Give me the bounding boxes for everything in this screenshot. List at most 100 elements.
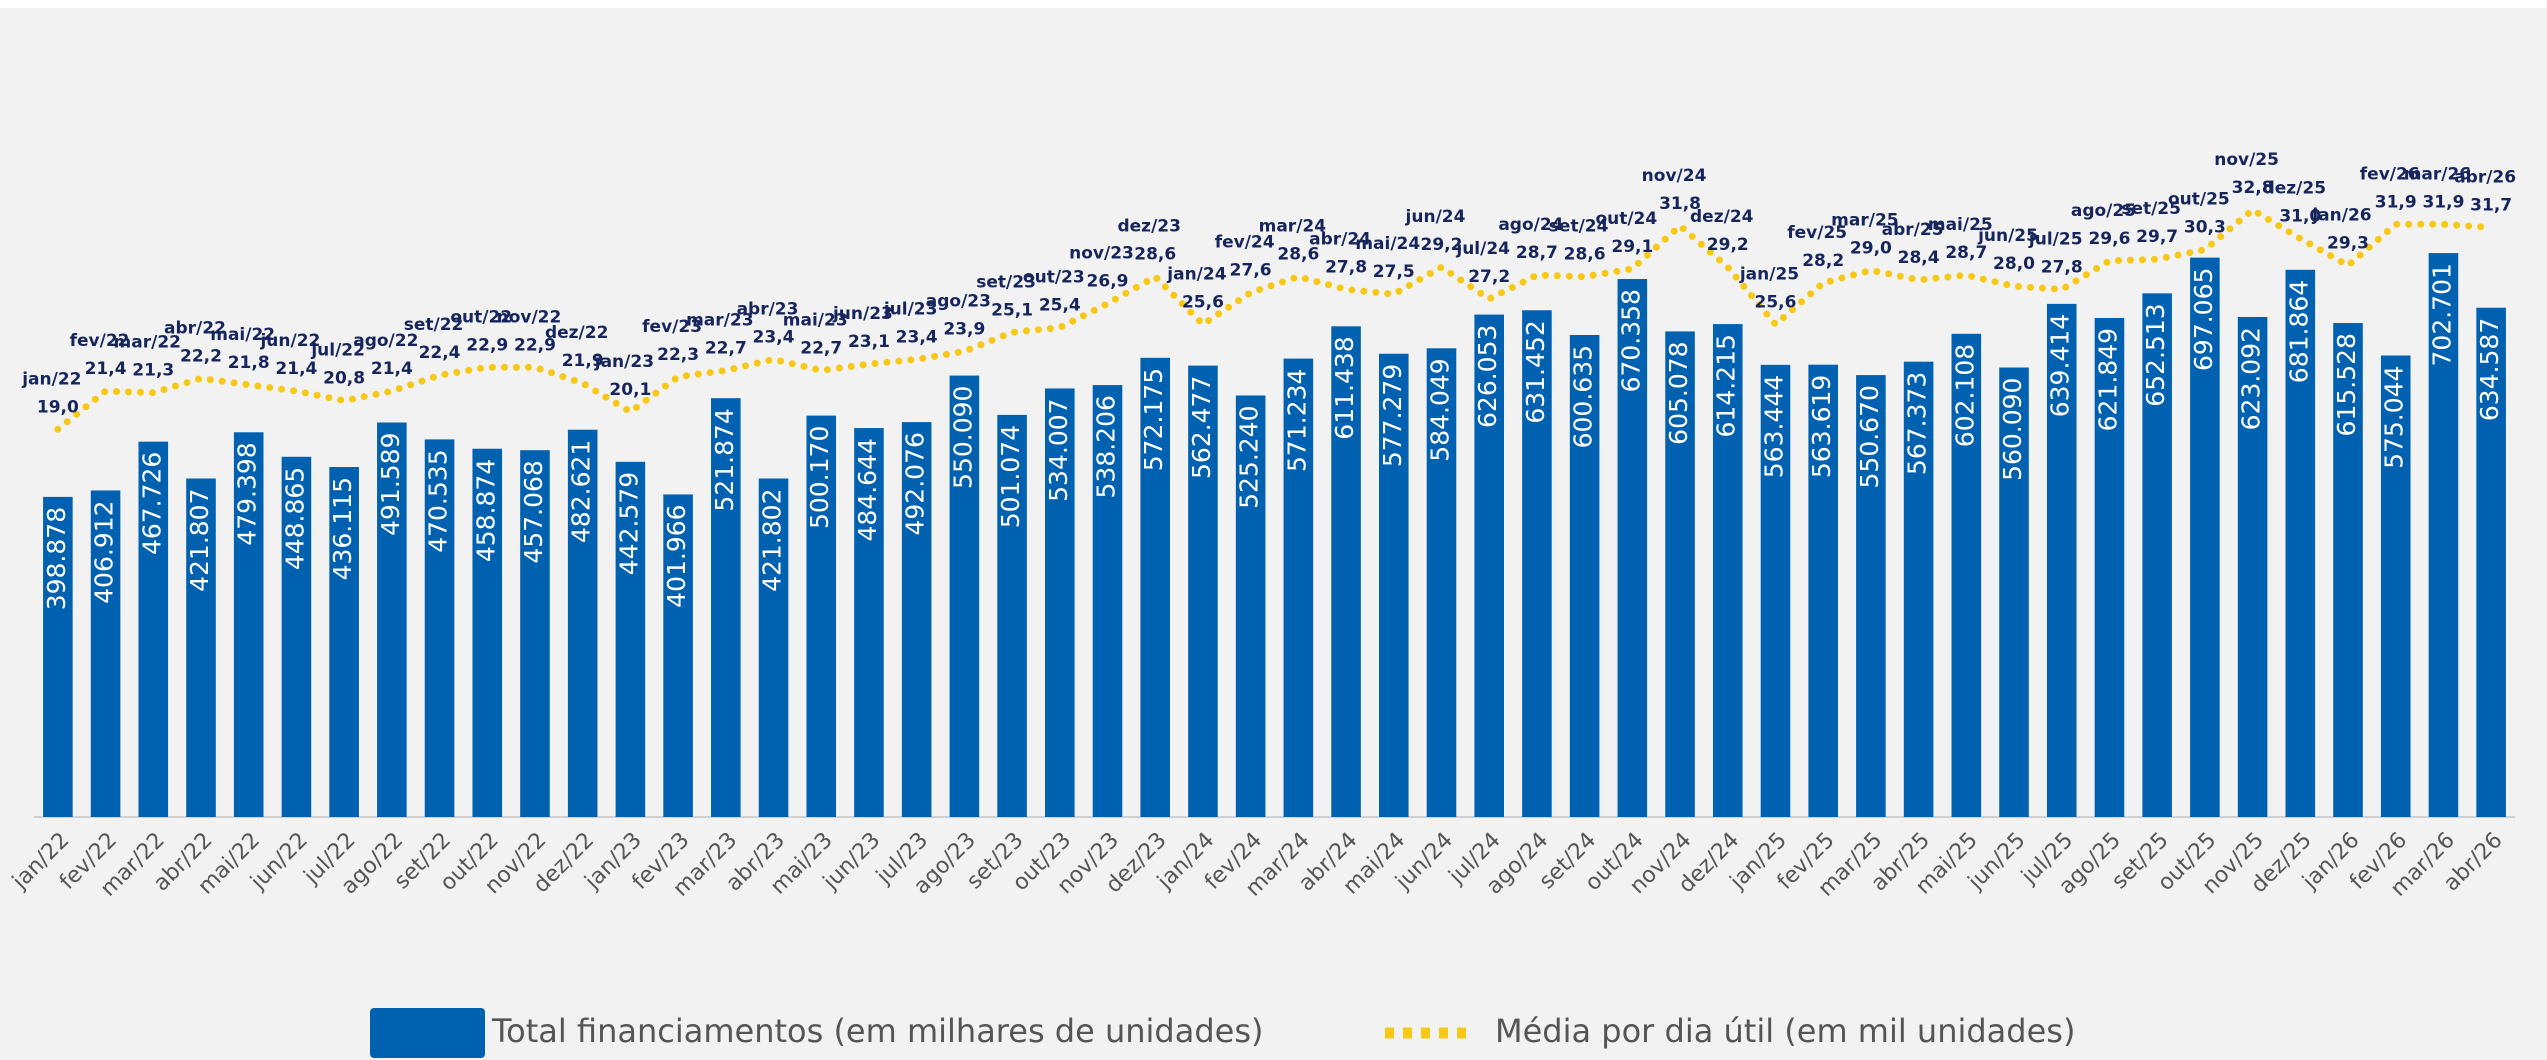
bar-value-label: 521.874	[710, 408, 739, 511]
line-point-label: mar/25	[1831, 210, 1898, 230]
line-value-label: 21,4	[371, 359, 413, 379]
line-value-label: 30,3	[2184, 218, 2226, 238]
line-value-label: 25,6	[1182, 292, 1224, 312]
bar-value-label: 448.865	[280, 467, 309, 570]
bar-value-label: 572.175	[1139, 368, 1168, 471]
line-value-label: 27,8	[2041, 257, 2083, 277]
line-point-label: set/25	[2121, 199, 2181, 219]
bar	[43, 496, 73, 817]
line-value-label: 22,3	[657, 345, 699, 365]
line-point-label: fev/24	[1215, 233, 1275, 253]
line	[54, 205, 2495, 433]
bar	[472, 448, 503, 817]
line-value-label: 31,7	[2470, 195, 2512, 215]
line-point-label: mai/22	[210, 325, 275, 345]
bar-value-label: 571.234	[1282, 369, 1311, 472]
line-value-label: 23,4	[753, 327, 795, 347]
line-point-label: abr/23	[737, 299, 799, 319]
bar	[2285, 269, 2316, 817]
bar	[281, 456, 312, 817]
line-point-label: ago/24	[1498, 215, 1563, 235]
bar	[758, 478, 789, 817]
bar-value-label: 398.878	[42, 507, 71, 610]
bar-value-label: 467.726	[137, 452, 166, 555]
line-point-label: mar/22	[114, 333, 181, 353]
bar	[2380, 355, 2411, 817]
line-value-label: 21,4	[85, 359, 127, 379]
bar	[2142, 293, 2172, 818]
line-value-label: 25,4	[1039, 296, 1081, 316]
line-value-label: 28,2	[1802, 251, 1844, 271]
bar	[1856, 375, 1886, 817]
line-value-label: 21,3	[132, 361, 174, 381]
line-value-label: 22,7	[705, 338, 747, 358]
bar-value-label: 492.076	[901, 432, 930, 535]
line-value-label: 22,7	[800, 338, 842, 358]
line-point-label: fev/23	[642, 317, 702, 337]
line-value-label: 22,9	[514, 335, 556, 355]
bar	[2046, 303, 2077, 818]
line-point-label: jul/23	[883, 299, 938, 319]
bar	[1999, 367, 2029, 817]
bar	[1283, 358, 1314, 817]
line-value-label: 29,2	[1707, 235, 1749, 255]
bar	[1426, 348, 1457, 817]
line-value-label: 28,6	[1134, 245, 1176, 265]
line-value-label: 21,8	[228, 353, 270, 373]
line-point-label: jun/23	[832, 304, 893, 324]
line-point-label: fev/22	[70, 331, 130, 351]
line-point-label: fev/25	[1787, 223, 1847, 243]
bar-value-label: 631.452	[1521, 320, 1550, 423]
bar-value-label: 470.535	[424, 449, 453, 552]
bar	[2428, 253, 2459, 817]
bar-value-label: 501.074	[996, 425, 1025, 528]
line-value-label: 19,0	[37, 397, 79, 417]
bar	[1140, 357, 1171, 817]
bar-value-label: 602.108	[1950, 344, 1979, 447]
bar-value-label: 500.170	[805, 426, 834, 529]
line-value-label: 31,9	[2375, 192, 2417, 212]
line-point-label: mai/25	[1928, 215, 1993, 235]
line-point-label: set/23	[976, 272, 1036, 292]
line-point-label: jun/24	[1405, 207, 1466, 227]
bar-value-label: 615.528	[2332, 333, 2361, 436]
line-value-label: 29,1	[1611, 237, 1653, 257]
line-value-label: 31,8	[1659, 194, 1701, 214]
line-point-label: jan/24	[1166, 264, 1226, 284]
bar	[949, 375, 980, 817]
line-value-label: 28,4	[1898, 248, 1940, 268]
bar-value-label: 584.049	[1425, 358, 1454, 461]
line-point-label: set/22	[404, 315, 464, 335]
bar-value-label: 538.206	[1092, 395, 1121, 498]
bar	[806, 415, 837, 817]
bar	[2237, 316, 2268, 817]
bar-value-label: 457.068	[519, 460, 548, 563]
line-point-label: dez/25	[2263, 179, 2326, 199]
line-value-label: 27,6	[1230, 261, 1272, 281]
line-value-label: 28,0	[1993, 254, 2035, 274]
bar	[2333, 323, 2363, 817]
line-point-label: jun/25	[1977, 226, 2038, 246]
line-point-label: out/25	[2168, 190, 2230, 210]
bar	[1045, 388, 1075, 817]
line-point-label: abr/26	[2454, 167, 2516, 187]
bar	[1569, 334, 1600, 817]
bar	[1378, 353, 1409, 817]
legend-swatch	[370, 1008, 485, 1058]
bar	[1092, 385, 1123, 817]
line-value-label: 27,8	[1325, 257, 1367, 277]
line-point-label: ago/25	[2071, 201, 2136, 221]
line-value-label: 22,9	[466, 335, 508, 355]
bar	[377, 422, 407, 817]
bar	[329, 467, 359, 817]
bar-value-label: 702.701	[2427, 263, 2456, 366]
bar-value-label: 670.358	[1616, 289, 1645, 392]
bar-value-label: 550.090	[948, 386, 977, 489]
bar-value-label: 634.587	[2475, 318, 2504, 421]
line-point-label: mar/24	[1259, 217, 1327, 237]
line-point-label: out/22	[450, 307, 512, 327]
bar	[2190, 257, 2220, 817]
bar-value-label: 567.373	[1903, 372, 1932, 475]
